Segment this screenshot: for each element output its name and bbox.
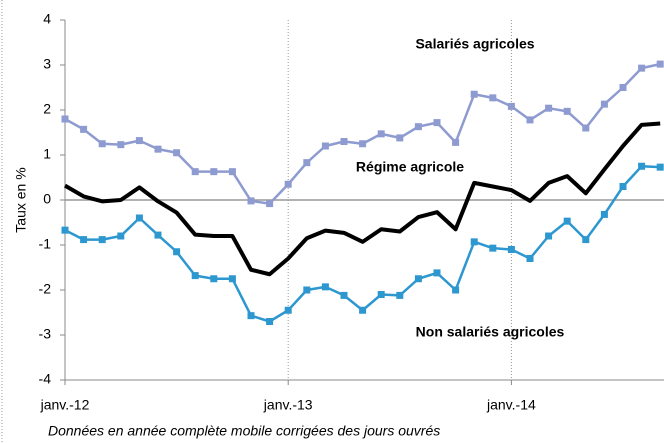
marker [98,236,106,244]
marker [173,248,181,256]
marker [135,214,143,222]
marker [507,246,515,253]
marker [266,200,274,208]
series-label: Salariés agricoles [415,36,534,52]
marker [117,232,125,240]
marker [228,275,236,283]
marker [61,115,69,123]
marker [303,286,311,294]
marker [619,84,627,91]
marker [210,168,218,176]
marker [135,137,143,145]
y-tick-label: 3 [43,56,51,72]
marker [489,94,497,102]
y-tick-label: -4 [39,371,52,387]
y-tick-label: -2 [39,281,52,297]
marker [61,226,69,234]
marker [526,116,534,124]
marker [117,141,125,149]
marker [396,291,404,299]
y-tick-label: 1 [43,146,51,162]
marker [284,306,292,314]
marker [470,90,478,98]
y-tick-label: 0 [43,191,51,207]
y-axis-label: Taux en % [13,167,29,232]
marker [656,163,664,171]
note: Données en année complète mobile corrigé… [48,423,440,439]
marker [414,123,422,131]
series-label: Non salariés agricoles [416,324,565,340]
marker [414,275,422,283]
marker [526,255,534,262]
marker [359,140,367,148]
marker [210,275,218,283]
marker [266,318,274,325]
marker [545,104,553,112]
marker [154,231,162,239]
marker [340,291,348,299]
marker [638,162,646,170]
marker [154,145,162,153]
marker [80,125,88,133]
marker [452,138,460,146]
marker [563,217,571,225]
marker [396,134,404,142]
marker [470,238,478,246]
marker [247,197,255,205]
series-line [64,62,661,205]
marker [228,168,236,176]
marker [433,269,441,277]
marker [98,140,106,148]
marker [563,107,571,115]
series-label: Régime agricole [356,159,464,175]
marker [284,180,292,188]
marker [545,232,553,240]
marker [582,236,590,244]
y-tick-label: -1 [39,236,52,252]
y-tick-label: 2 [43,101,51,117]
marker [377,130,385,138]
marker [638,64,646,72]
marker [600,100,608,108]
marker [656,60,664,68]
marker [321,142,329,150]
marker [321,283,329,291]
y-tick-label: -3 [39,326,52,342]
y-tick-label: 4 [43,11,51,27]
marker [600,210,608,218]
marker [452,286,460,294]
marker [489,244,497,252]
marker [433,119,441,127]
marker [80,236,88,244]
marker [247,312,255,320]
marker [619,183,627,190]
marker [191,272,199,280]
marker [173,149,181,157]
x-tick-label: janv.-14 [486,397,536,413]
marker [507,102,515,110]
marker [303,159,311,167]
series-line [63,121,661,277]
x-tick-label: janv.-12 [40,397,90,413]
marker [582,124,590,132]
marker [340,138,348,145]
marker [377,291,385,298]
marker [191,168,199,176]
marker [359,306,367,314]
series-line [64,165,661,323]
x-tick-label: janv.-13 [263,397,313,413]
